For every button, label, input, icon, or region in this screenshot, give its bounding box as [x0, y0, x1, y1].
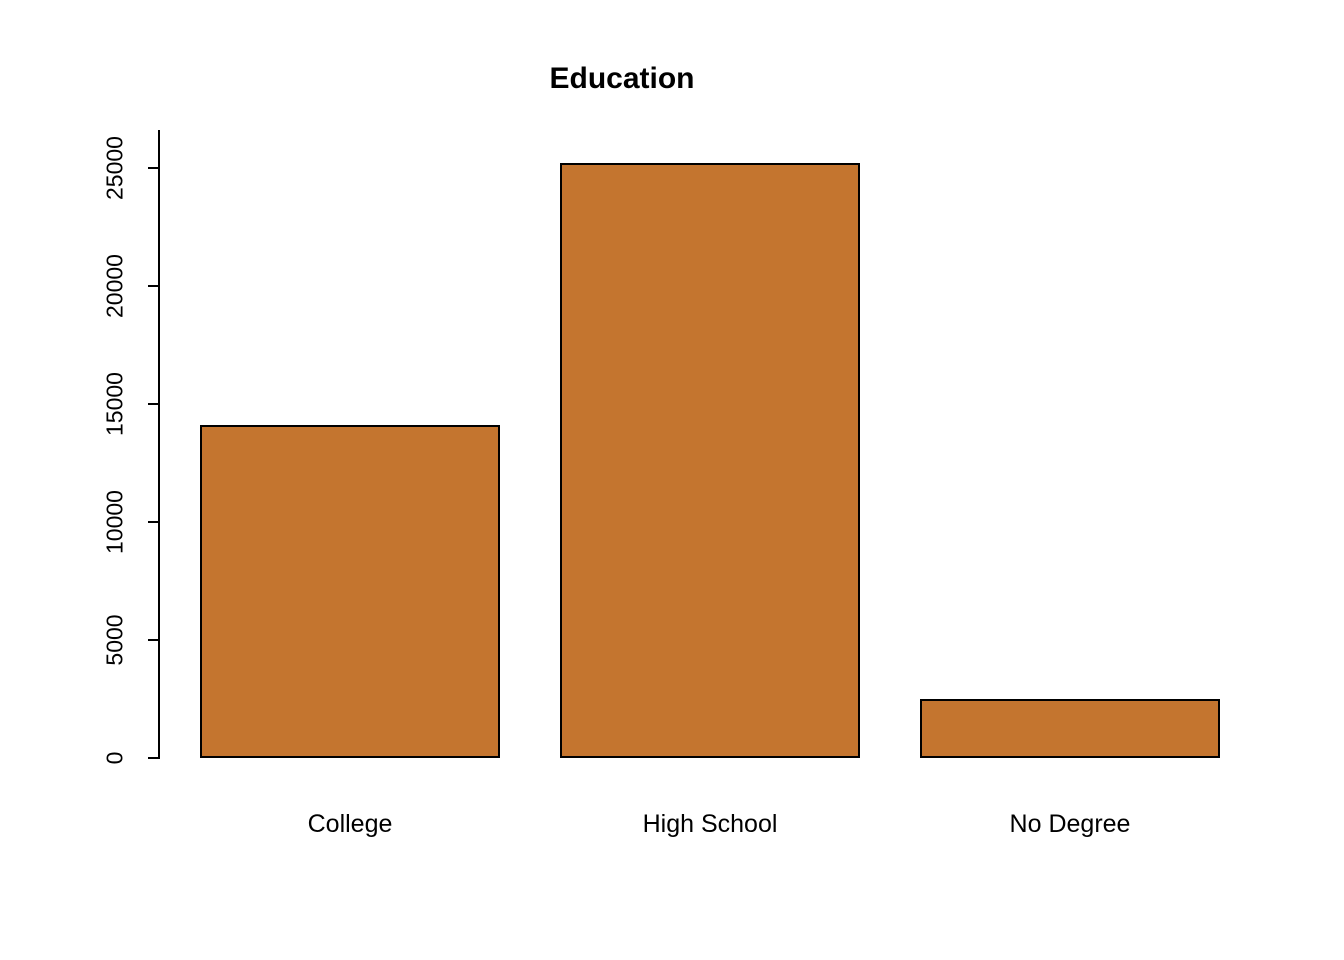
y-axis-tick [148, 403, 160, 405]
y-axis-tick-label: 25000 [101, 136, 128, 200]
x-axis-category-label: No Degree [1009, 810, 1131, 838]
y-axis-tick [148, 757, 160, 759]
y-axis-tick [148, 521, 160, 523]
x-axis-category-label: College [307, 810, 393, 838]
bar-high-school [560, 163, 860, 758]
y-axis-tick [148, 167, 160, 169]
y-axis-tick-label: 10000 [101, 490, 128, 554]
y-axis-tick-label: 20000 [101, 254, 128, 318]
y-axis-tick-label: 0 [101, 751, 128, 765]
bar-college [200, 425, 500, 758]
y-axis-tick [148, 285, 160, 287]
y-axis-tick-label: 5000 [101, 614, 128, 666]
y-axis-line [158, 130, 160, 759]
bar-no-degree [920, 699, 1220, 758]
y-axis-tick-label: 15000 [101, 372, 128, 436]
x-axis-category-label: High School [642, 810, 778, 838]
y-axis-tick [148, 639, 160, 641]
chart-title: Education [549, 62, 695, 95]
